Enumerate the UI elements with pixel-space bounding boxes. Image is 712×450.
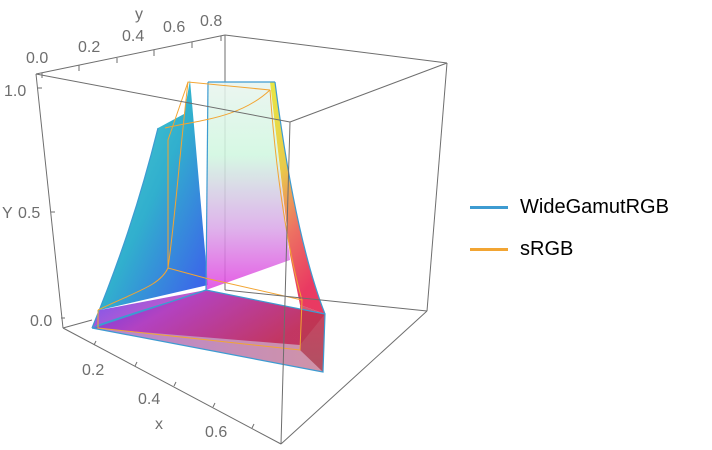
legend-label: WideGamutRGB <box>520 195 669 218</box>
svg-text:0.0: 0.0 <box>26 50 48 67</box>
svg-text:Y: Y <box>2 205 13 222</box>
svg-text:0.4: 0.4 <box>122 28 144 45</box>
svg-text:x: x <box>155 416 163 433</box>
legend-item-srgb[interactable]: sRGB <box>470 228 669 270</box>
y-axis-tick-labels: 0.0 0.2 0.4 0.6 0.8 y <box>26 6 222 67</box>
legend-item-widegamutrgb[interactable]: WideGamutRGB <box>470 186 669 228</box>
x-axis-tick-labels: 0.2 0.4 0.6 x <box>82 362 227 441</box>
svg-text:0.8: 0.8 <box>200 13 222 30</box>
legend-swatch-orange <box>470 247 508 251</box>
x-axis-ticks <box>93 340 255 429</box>
widegamut-solid <box>91 80 326 373</box>
legend-swatch-blue <box>470 205 508 209</box>
svg-text:0.2: 0.2 <box>82 362 104 379</box>
bounding-box-front <box>35 62 448 445</box>
svg-text:0.6: 0.6 <box>163 19 185 36</box>
svg-text:y: y <box>135 6 143 23</box>
legend: WideGamutRGB sRGB <box>470 186 669 270</box>
svg-text:0.5: 0.5 <box>18 205 40 222</box>
svg-text:0.4: 0.4 <box>138 391 160 408</box>
svg-text:0.2: 0.2 <box>78 39 100 56</box>
svg-text:1.0: 1.0 <box>4 83 26 100</box>
svg-text:0.6: 0.6 <box>205 424 227 441</box>
legend-label: sRGB <box>520 237 574 260</box>
srgb-solid <box>97 81 303 351</box>
Y-axis-tick-labels: 1.0 0.5 0.0 Y <box>2 83 52 330</box>
y-axis-ticks <box>41 36 222 78</box>
Y-axis-ticks <box>38 87 65 319</box>
svg-text:0.0: 0.0 <box>30 313 52 330</box>
